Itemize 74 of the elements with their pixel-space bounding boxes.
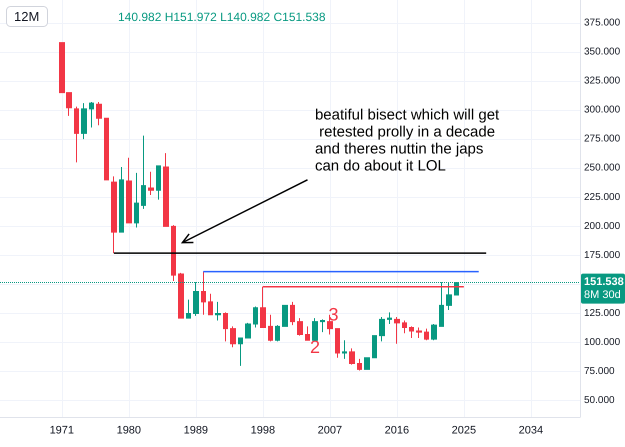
- candlestick: [416, 326, 422, 338]
- ref-line-label: 151.538: [584, 276, 624, 288]
- candlestick: [335, 328, 340, 358]
- candlestick: [297, 318, 303, 336]
- candlestick: [268, 314, 273, 342]
- candlestick: [349, 348, 355, 366]
- annotation: 140.982 H151.972 L140.982 C151.538: [118, 10, 326, 24]
- candlestick: [74, 106, 79, 163]
- candlestick: [424, 328, 429, 341]
- text: 8M 30d: [584, 289, 621, 302]
- candlestick: [163, 152, 169, 227]
- candlestick: [282, 304, 288, 327]
- candlestick: [171, 224, 176, 282]
- candlestick: [89, 101, 94, 128]
- candlestick: [134, 172, 139, 228]
- y-tick-label: 350.000: [584, 46, 621, 58]
- candlestick: [201, 271, 206, 316]
- candlestick: [320, 318, 325, 333]
- candlestick: [238, 337, 243, 366]
- candlestick: [357, 358, 362, 371]
- x-tick-label: 2016: [384, 424, 410, 436]
- y-tick-label: 50.000: [584, 395, 616, 406]
- candlestick: [342, 340, 347, 360]
- y-tick-label: 325.000: [584, 76, 621, 87]
- text: 12M: [14, 9, 40, 24]
- candlestick: [312, 318, 318, 341]
- candlestick: [81, 102, 87, 140]
- y-tick-label: 300.000: [584, 104, 621, 116]
- candlestick: [290, 301, 295, 326]
- annotation: beatiful bisect which will get retested prolly in a decade and theres nuttin the japs can do about it LOL: [314, 106, 500, 175]
- candlestick: [148, 171, 154, 196]
- candlestick: [186, 299, 191, 319]
- x-tick-label: 2007: [318, 424, 342, 436]
- candlestick: [245, 322, 251, 338]
- x-tick-label: 2034: [518, 424, 544, 436]
- candlestick: [111, 176, 117, 254]
- annotation: 2: [310, 337, 320, 358]
- y-tick-label: 175.000: [584, 250, 621, 261]
- candlestick: [126, 157, 132, 224]
- y-tick-label: 200.000: [584, 220, 621, 232]
- candlestick: [372, 335, 377, 358]
- candlestick: [96, 101, 102, 126]
- y-tick-label: 125.000: [584, 308, 621, 320]
- x-tick-label: 1971: [50, 424, 74, 436]
- candlestick: [253, 306, 258, 328]
- candlestick: [119, 166, 124, 233]
- candlestick: [409, 326, 414, 338]
- annotation: 3: [328, 304, 339, 325]
- x-tick-label: 2025: [452, 424, 476, 436]
- candlestick: [230, 326, 236, 348]
- y-tick-label: 375.000: [584, 17, 621, 28]
- candlestick: [431, 324, 437, 341]
- candlestick: [364, 357, 370, 370]
- x-tick-label: 1980: [116, 424, 142, 436]
- candlestick: [223, 312, 228, 342]
- candlestick: [379, 316, 385, 342]
- x-tick-label: 1989: [184, 424, 208, 436]
- candlestick: [402, 320, 407, 334]
- candlestick: [305, 326, 310, 341]
- y-tick-label: 100.000: [584, 337, 621, 348]
- y-tick-label: 250.000: [584, 162, 621, 174]
- candlestick: [215, 301, 221, 322]
- y-tick-label: 275.000: [584, 134, 621, 145]
- candlestick: [178, 272, 184, 319]
- candlestick: [104, 118, 109, 180]
- candlestick: [387, 312, 392, 324]
- candlestick: [208, 293, 213, 316]
- candlestick: [141, 135, 146, 210]
- candlestick: [275, 324, 280, 342]
- y-tick-label: 225.000: [584, 192, 621, 203]
- candlestick: [394, 316, 400, 344]
- y-tick-label: 75.000: [584, 366, 616, 378]
- candlestick: [156, 165, 161, 200]
- x-tick-label: 1998: [250, 424, 276, 436]
